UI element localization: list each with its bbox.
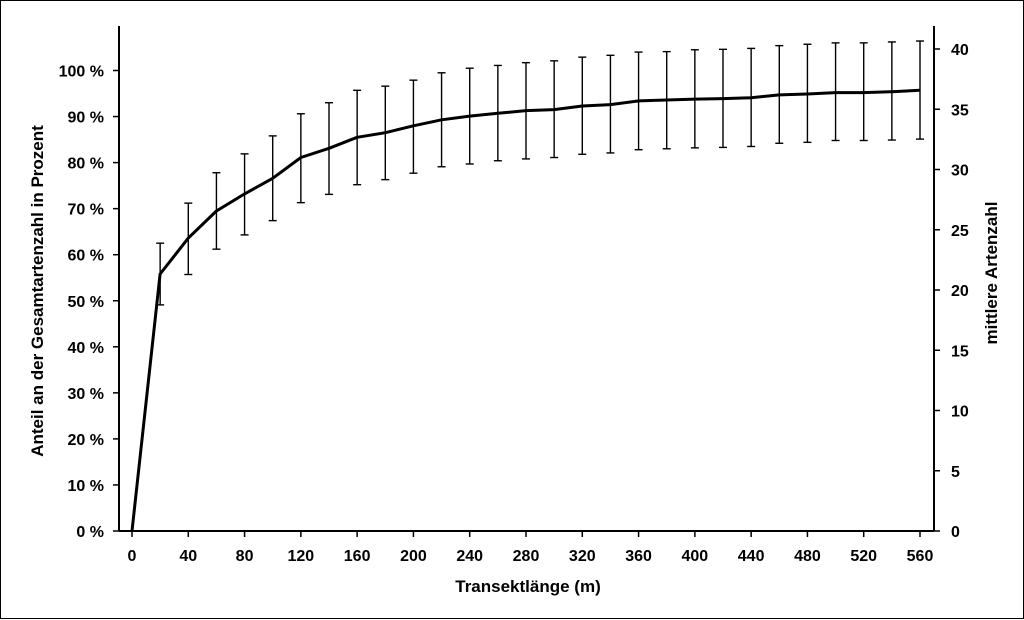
y-right-tick-label: 40: [951, 42, 969, 59]
y-right-tick-label: 35: [951, 102, 969, 119]
y-axis-left-title: Anteil an der Gesamtartenzahl in Prozent: [28, 125, 47, 457]
y-left-tick-label: 10 %: [68, 478, 104, 495]
y-right-tick-label: 15: [951, 343, 969, 360]
y-right-tick-label: 10: [951, 404, 969, 421]
y-right-tick-label: 0: [951, 524, 960, 541]
y-axis-right-title: mittlere Artenzahl: [982, 202, 1001, 345]
y-left-tick-label: 70 %: [68, 202, 104, 219]
y-right-tick-label: 30: [951, 163, 969, 180]
y-left-tick-label: 60 %: [68, 248, 104, 265]
y-left-tick-label: 0 %: [76, 524, 104, 541]
error-bars: [156, 41, 924, 305]
x-tick-label: 240: [456, 548, 483, 565]
x-tick-label: 480: [794, 548, 821, 565]
x-tick-label: 120: [288, 548, 315, 565]
y-left-tick-label: 90 %: [68, 110, 104, 127]
x-tick-label: 0: [128, 548, 137, 565]
y-left-tick-label: 100 %: [59, 64, 104, 81]
x-tick-label: 520: [850, 548, 877, 565]
x-tick-label: 80: [236, 548, 254, 565]
x-tick-label: 200: [400, 548, 427, 565]
y-left-tick-label: 30 %: [68, 386, 104, 403]
x-tick-label: 560: [907, 548, 934, 565]
x-axis-title: Transektlänge (m): [455, 577, 601, 596]
y-right-tick-label: 5: [951, 464, 960, 481]
y-left-tick-label: 80 %: [68, 156, 104, 173]
x-tick-label: 160: [344, 548, 371, 565]
x-tick-label: 320: [569, 548, 596, 565]
x-tick-label: 40: [179, 548, 197, 565]
x-tick-label: 440: [738, 548, 765, 565]
y-left-tick-label: 20 %: [68, 432, 104, 449]
y-left-tick-label: 40 %: [68, 340, 104, 357]
x-tick-label: 360: [625, 548, 652, 565]
x-tick-label: 280: [513, 548, 540, 565]
y-right-tick-label: 25: [951, 223, 969, 240]
y-left-tick-label: 50 %: [68, 294, 104, 311]
x-tick-label: 400: [682, 548, 709, 565]
y-right-tick-label: 20: [951, 283, 969, 300]
